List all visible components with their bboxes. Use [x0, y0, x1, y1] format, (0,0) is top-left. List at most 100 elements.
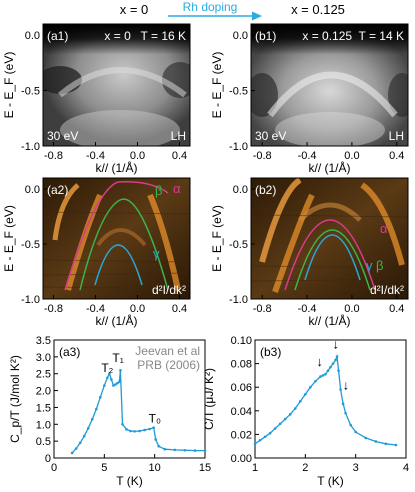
- panel-a1-info: x = 0 T = 16 K: [104, 29, 186, 43]
- data-point: [114, 383, 117, 386]
- data-point: [293, 407, 297, 410]
- band-label-alpha: α: [173, 181, 181, 196]
- panel-b1-energy: 30 eV: [255, 129, 286, 143]
- data-point: [394, 443, 398, 447]
- data-point: [253, 442, 257, 446]
- panel-a2: (a2) β α γ d²I/dk²: [42, 177, 191, 300]
- k-axis-label: k// (1/Å): [308, 313, 350, 328]
- data-point: [116, 381, 119, 385]
- y-tick-label: 1.5: [36, 402, 51, 414]
- data-point: [331, 362, 335, 365]
- x-tick-label: 0.0: [344, 303, 359, 315]
- x-tick-label: -0.8: [253, 150, 272, 162]
- panel-b2-tag: (b2): [255, 183, 276, 197]
- panel-b1-tag: (b1): [255, 29, 276, 43]
- data-point: [374, 440, 378, 443]
- chart-b3-ylabel: C/T (μJ/ K²): [202, 368, 216, 430]
- data-point: [82, 434, 86, 438]
- x-tick-label: 0.4: [389, 150, 404, 162]
- panel-b2: (b2) α γ β d²I/dk²: [250, 177, 409, 300]
- y-tick-label: -0.5: [21, 239, 40, 251]
- data-point: [299, 400, 302, 403]
- k-axis-label: k// (1/Å): [308, 160, 350, 175]
- data-point: [143, 428, 146, 432]
- header-left-label: x = 0: [120, 2, 149, 17]
- x-tick-label: 0.4: [389, 303, 404, 315]
- data-point: [74, 447, 78, 450]
- k-axis-label: k// (1/Å): [95, 160, 137, 175]
- data-point: [133, 430, 136, 433]
- x-tick-label: 2: [302, 462, 308, 474]
- data-point: [138, 429, 141, 433]
- x-tick-label: 0.4: [172, 150, 187, 162]
- y-tick-label: 0.04: [231, 406, 252, 418]
- panel-a1: (a1) x = 0 T = 16 K 30 eV LH: [42, 23, 191, 147]
- x-tick-label: 15: [199, 462, 211, 474]
- panel-a1-polarization: LH: [171, 129, 186, 143]
- y-tick-label: 3.5: [36, 335, 51, 347]
- data-point: [183, 448, 187, 452]
- data-point: [152, 426, 155, 429]
- data-point: [108, 372, 111, 376]
- transition-label: T₁: [112, 351, 123, 365]
- transition-arrow: ↓: [343, 378, 350, 393]
- y-tick-label: 0.0: [25, 30, 40, 42]
- y-tick-label: -1.0: [21, 294, 40, 306]
- data-point: [344, 411, 347, 415]
- y-tick-label: 2.0: [36, 386, 51, 398]
- data-point: [288, 413, 292, 416]
- header-arrow-label: Rh doping: [183, 0, 238, 14]
- data-point: [103, 384, 106, 387]
- transition-arrow: ↓: [316, 354, 323, 369]
- chart-a3-tag: (a3): [59, 345, 80, 359]
- x-tick-label: -0.4: [86, 150, 105, 162]
- x-tick-label: -0.8: [253, 303, 272, 315]
- data-point: [258, 439, 262, 442]
- panel-a1-energy: 30 eV: [47, 129, 78, 143]
- band-label-beta: β: [376, 258, 383, 273]
- data-point: [319, 375, 322, 378]
- data-point: [163, 447, 167, 451]
- panel-a2-note: d²I/dk²: [152, 283, 186, 297]
- y-tick-label: -0.5: [21, 86, 40, 98]
- x-tick-label: 10: [149, 462, 161, 474]
- band-label-gamma: γ: [153, 246, 160, 261]
- data-point: [86, 427, 90, 430]
- k-axis-label: k// (1/Å): [95, 313, 137, 328]
- panel-b2-note: d²I/dk²: [370, 283, 404, 297]
- data-point: [341, 402, 345, 406]
- x-tick-label: 5: [101, 462, 107, 474]
- transition-label: T₂: [101, 361, 113, 375]
- x-tick-label: 0: [51, 462, 57, 474]
- y-tick-label: -1.0: [229, 294, 248, 306]
- data-point: [309, 385, 312, 389]
- header-right-label: x = 0.125: [291, 2, 345, 17]
- chart-b3-series-line: [254, 353, 396, 446]
- data-point: [121, 422, 124, 426]
- band-label-alpha: α: [380, 221, 388, 236]
- y-tick-label: 3.0: [36, 352, 51, 364]
- y-tick-label: 0.08: [231, 359, 252, 371]
- x-tick-label: 0.0: [130, 303, 145, 315]
- chart-a3-ylabel: C_p/T (J/mol K²): [8, 355, 22, 443]
- data-point: [203, 449, 207, 452]
- x-tick-label: 4: [403, 462, 409, 474]
- x-tick-label: 1: [252, 462, 258, 474]
- y-tick-label: 0.5: [36, 436, 51, 448]
- data-point: [354, 430, 357, 434]
- x-tick-label: -0.4: [86, 303, 105, 315]
- data-point: [157, 444, 160, 448]
- chart-a3-reference-line2: PRB (2006): [137, 358, 200, 372]
- y-tick-label: -0.5: [229, 86, 248, 98]
- energy-axis-label: E - E_F (eV): [210, 205, 224, 272]
- y-tick-label: -1.0: [229, 141, 248, 153]
- data-point: [268, 431, 272, 435]
- y-tick-label: 0.0: [25, 184, 40, 196]
- data-point: [339, 388, 342, 391]
- y-tick-label: 0.10: [231, 335, 252, 347]
- data-point: [349, 423, 352, 427]
- data-point: [129, 429, 132, 433]
- y-tick-label: 0.06: [231, 382, 252, 394]
- data-point: [321, 374, 325, 377]
